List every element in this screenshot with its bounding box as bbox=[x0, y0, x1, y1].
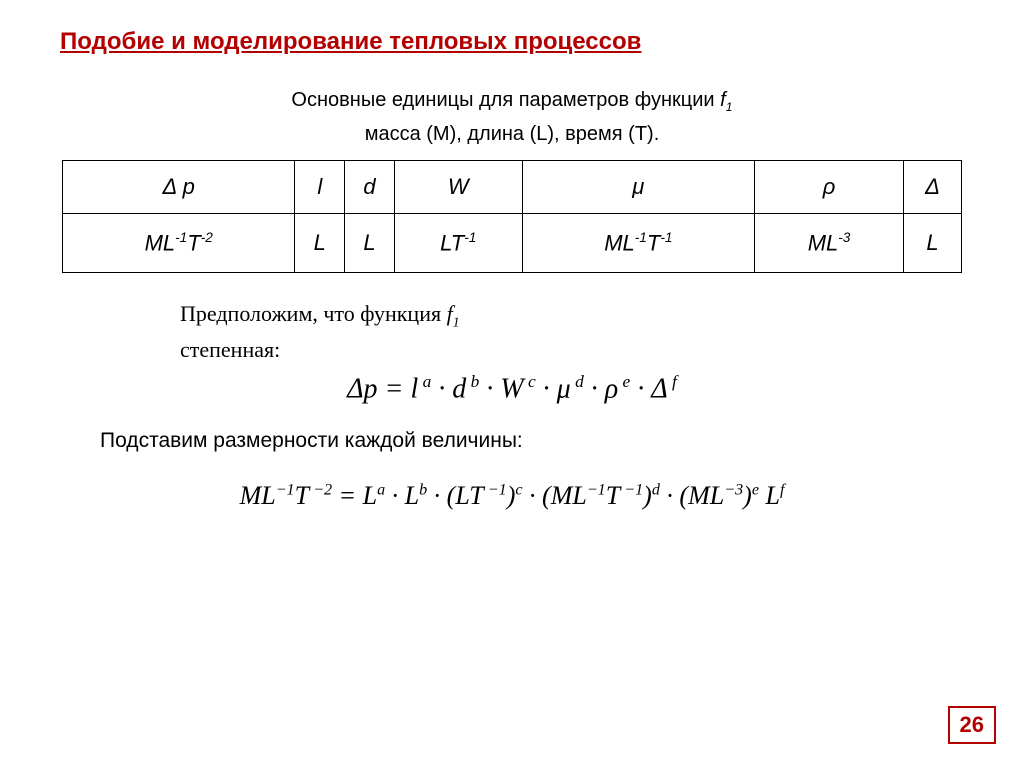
page-number: 26 bbox=[948, 706, 996, 744]
dimensions-table: Δ p l d W μ ρ Δ ML-1T-2 L L LT-1 ML-1T-1… bbox=[62, 160, 962, 273]
para2-text: степенная: bbox=[180, 337, 280, 362]
table-cell: Δ bbox=[904, 160, 962, 213]
table-cell: μ bbox=[522, 160, 754, 213]
table-cell: ML-1T-2 bbox=[63, 213, 295, 272]
table-cell: ML-3 bbox=[755, 213, 904, 272]
page-title: Подобие и моделирование тепловых процесс… bbox=[0, 0, 1024, 56]
formula-dimensions: ML−1T −2 = La · Lb · (LT −1)c · (ML−1T −… bbox=[0, 481, 1024, 511]
table-cell: ρ bbox=[755, 160, 904, 213]
table-row: Δ p l d W μ ρ Δ bbox=[63, 160, 962, 213]
table-cell: ML-1T-1 bbox=[522, 213, 754, 272]
subtitle-line1-text: Основные единицы для параметров функции bbox=[291, 89, 720, 111]
table-cell: Δ p bbox=[63, 160, 295, 213]
table-cell: d bbox=[345, 160, 395, 213]
table-cell: L bbox=[904, 213, 962, 272]
para1-sub: 1 bbox=[453, 314, 460, 329]
paragraph-assume: Предположим, что функция f1 степенная: bbox=[180, 297, 1024, 366]
para1-text: Предположим, что функция bbox=[180, 301, 447, 326]
paragraph-substitute: Подставим размерности каждой величины: bbox=[100, 429, 1024, 453]
table-cell: l bbox=[295, 160, 345, 213]
table-cell: L bbox=[295, 213, 345, 272]
table-cell: W bbox=[394, 160, 522, 213]
table-cell: L bbox=[345, 213, 395, 272]
subtitle: Основные единицы для параметров функции … bbox=[0, 84, 1024, 150]
table-cell: LT-1 bbox=[394, 213, 522, 272]
formula-power: Δp = l a · d b · W c · μ d · ρ e · Δ f bbox=[0, 372, 1024, 405]
table-row: ML-1T-2 L L LT-1 ML-1T-1 ML-3 L bbox=[63, 213, 962, 272]
subtitle-line2: масса (М), длина (L), время (Т). bbox=[365, 123, 660, 145]
subtitle-func-sub: 1 bbox=[726, 100, 733, 114]
